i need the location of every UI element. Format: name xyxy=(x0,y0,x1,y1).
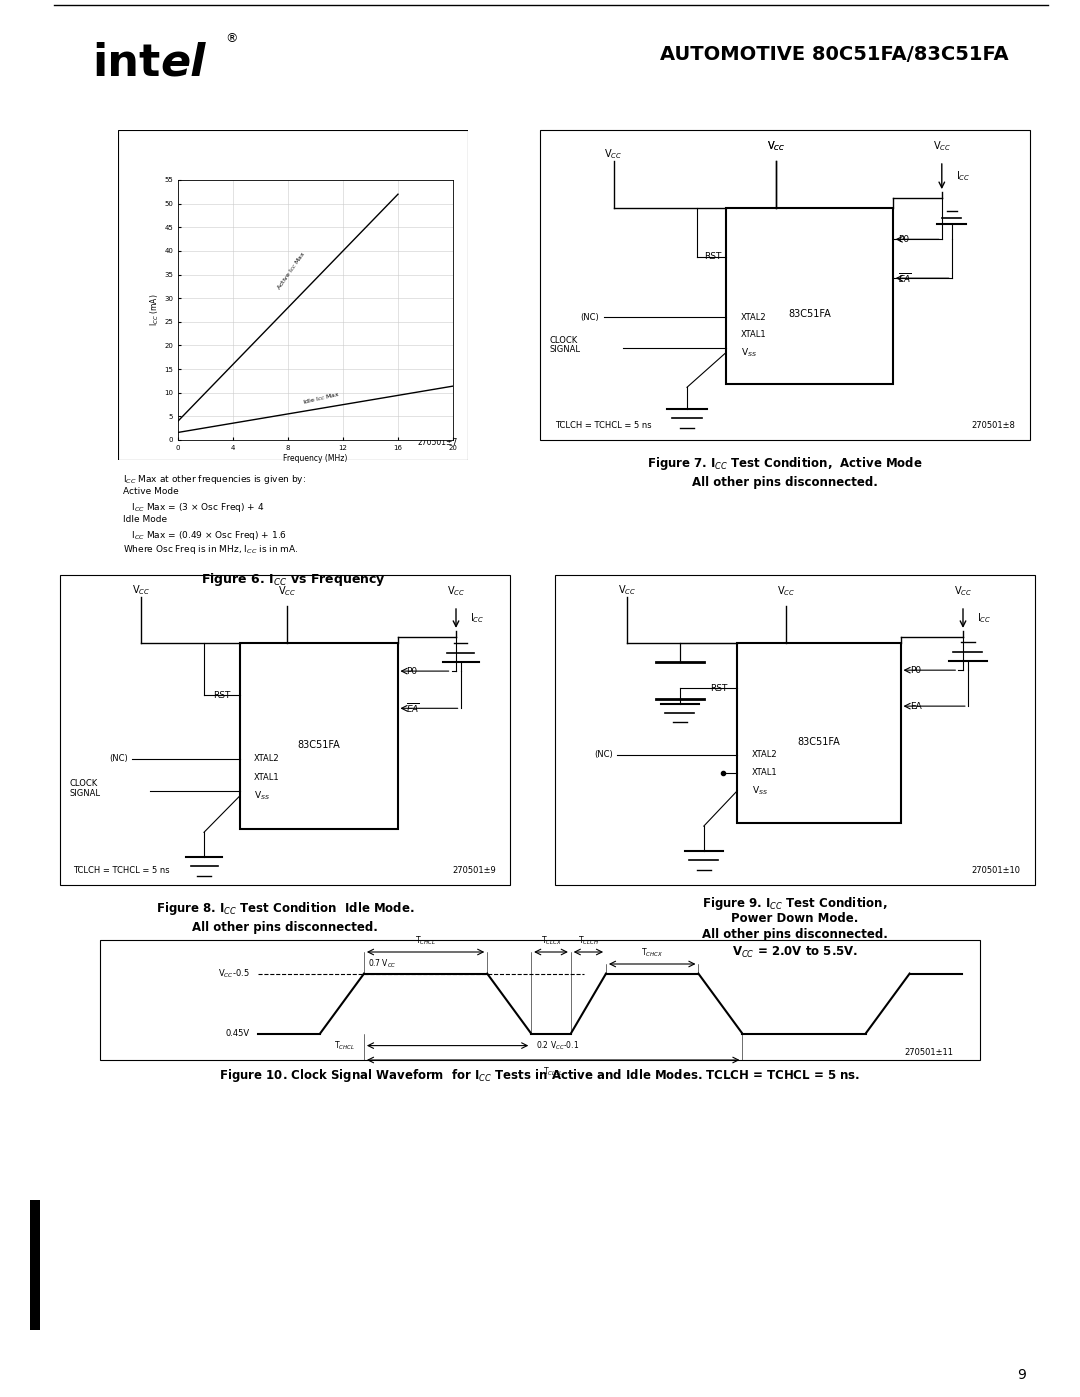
Text: 0.2 V$_{CC}$-0.1: 0.2 V$_{CC}$-0.1 xyxy=(536,1039,579,1052)
Text: el: el xyxy=(160,42,205,85)
Text: 270501±11: 270501±11 xyxy=(905,1048,954,1058)
Text: V$_{CC}$: V$_{CC}$ xyxy=(767,140,785,154)
Text: V$_{CC}$: V$_{CC}$ xyxy=(954,584,972,598)
Text: RST: RST xyxy=(704,253,721,261)
Text: Figure 6. I$_{CC}$ vs Frequency: Figure 6. I$_{CC}$ vs Frequency xyxy=(201,570,386,588)
Text: T$_{CHCL}$: T$_{CHCL}$ xyxy=(335,1039,355,1052)
Text: Active Mode: Active Mode xyxy=(123,488,179,496)
Text: P0: P0 xyxy=(910,665,921,675)
Text: T$_{CLCL}$: T$_{CLCL}$ xyxy=(543,1066,563,1078)
Text: All other pins disconnected.: All other pins disconnected. xyxy=(192,921,378,933)
Text: I$_{CC}$: I$_{CC}$ xyxy=(470,612,484,626)
Text: 270501±10: 270501±10 xyxy=(972,866,1021,875)
Text: (NC): (NC) xyxy=(109,754,127,763)
Text: 0.7 V$_{CC}$: 0.7 V$_{CC}$ xyxy=(368,957,397,970)
Text: TCLCH = TCHCL = 5 ns: TCLCH = TCHCL = 5 ns xyxy=(555,420,651,430)
Text: T$_{CHCX}$: T$_{CHCX}$ xyxy=(642,947,663,960)
Text: V$_{CC}$: V$_{CC}$ xyxy=(132,583,150,597)
Text: EA: EA xyxy=(910,701,922,711)
Text: I$_{CC}$ Max at other frequencies is given by:: I$_{CC}$ Max at other frequencies is giv… xyxy=(123,474,306,486)
Text: I$_{CC}$ Max = (0.49 × Osc Freq) + 1.6: I$_{CC}$ Max = (0.49 × Osc Freq) + 1.6 xyxy=(123,529,287,542)
Text: V$_{CC}$: V$_{CC}$ xyxy=(933,140,950,154)
Text: (NC): (NC) xyxy=(580,313,598,321)
Text: 83C51FA: 83C51FA xyxy=(297,740,340,750)
Text: V$_{CC}$: V$_{CC}$ xyxy=(618,583,636,597)
Text: V$_{CC}$-0.5: V$_{CC}$-0.5 xyxy=(218,967,249,979)
Text: Where Osc Freq is in MHz, I$_{CC}$ is in mA.: Where Osc Freq is in MHz, I$_{CC}$ is in… xyxy=(123,543,298,556)
Text: P0: P0 xyxy=(406,666,418,676)
Bar xyxy=(726,208,893,384)
Text: V$_{CC}$: V$_{CC}$ xyxy=(767,140,785,154)
Y-axis label: I$_{CC}$ (mA): I$_{CC}$ (mA) xyxy=(149,293,161,327)
Text: 270501±9: 270501±9 xyxy=(453,866,497,875)
Text: CLOCK: CLOCK xyxy=(550,337,578,345)
Text: XTAL2: XTAL2 xyxy=(752,750,778,759)
Text: SIGNAL: SIGNAL xyxy=(69,789,100,798)
Text: RST: RST xyxy=(214,690,231,700)
Text: RST: RST xyxy=(711,683,728,693)
Text: I$_{CC}$: I$_{CC}$ xyxy=(977,612,991,626)
Text: V$_{CC}$: V$_{CC}$ xyxy=(778,584,796,598)
Text: 9: 9 xyxy=(1017,1368,1026,1382)
Text: 270501±8: 270501±8 xyxy=(971,420,1015,430)
Text: All other pins disconnected.: All other pins disconnected. xyxy=(692,475,878,489)
Text: XTAL2: XTAL2 xyxy=(254,754,279,763)
Text: ®: ® xyxy=(225,32,238,45)
Text: Idle Mode: Idle Mode xyxy=(123,515,167,524)
Text: XTAL1: XTAL1 xyxy=(254,773,279,781)
Text: Figure 7. I$_{CC}$ Test Condition,  Active Mode: Figure 7. I$_{CC}$ Test Condition, Activ… xyxy=(647,455,923,472)
Text: AUTOMOTIVE 80C51FA/83C51FA: AUTOMOTIVE 80C51FA/83C51FA xyxy=(660,45,1009,64)
Text: All other pins disconnected.: All other pins disconnected. xyxy=(702,928,888,942)
Bar xyxy=(738,643,901,823)
Bar xyxy=(240,643,397,830)
Text: V$_{CC}$: V$_{CC}$ xyxy=(279,584,296,598)
Text: CLOCK: CLOCK xyxy=(69,780,97,788)
Text: Figure 8. I$_{CC}$ Test Condition  Idle Mode.: Figure 8. I$_{CC}$ Test Condition Idle M… xyxy=(156,900,415,916)
Text: 83C51FA: 83C51FA xyxy=(788,309,831,319)
Text: Figure 9. I$_{CC}$ Test Condition,: Figure 9. I$_{CC}$ Test Condition, xyxy=(702,895,888,912)
Text: Idle I$_{CC}$ Max: Idle I$_{CC}$ Max xyxy=(301,390,341,408)
Text: 83C51FA: 83C51FA xyxy=(798,738,840,747)
Text: XTAL1: XTAL1 xyxy=(741,330,767,339)
Text: I$_{CC}$ Max = (3 × Osc Freq) + 4: I$_{CC}$ Max = (3 × Osc Freq) + 4 xyxy=(123,502,265,514)
Text: V$_{SS}$: V$_{SS}$ xyxy=(254,789,270,802)
Text: Active I$_{CC}$ Max: Active I$_{CC}$ Max xyxy=(274,249,308,292)
Text: I$_{CC}$: I$_{CC}$ xyxy=(957,169,971,183)
Text: V$_{CC}$: V$_{CC}$ xyxy=(605,147,622,161)
Text: Figure 10. Clock Signal Waveform  for I$_{CC}$ Tests in Active and Idle Modes. T: Figure 10. Clock Signal Waveform for I$_… xyxy=(219,1067,861,1084)
Text: int: int xyxy=(92,42,160,85)
Text: $\overline{EA}$: $\overline{EA}$ xyxy=(897,271,912,285)
Text: 270501±7: 270501±7 xyxy=(417,437,458,447)
Text: (NC): (NC) xyxy=(594,750,612,759)
Text: XTAL1: XTAL1 xyxy=(752,768,778,777)
X-axis label: Frequency (MHz): Frequency (MHz) xyxy=(283,454,348,462)
Text: SIGNAL: SIGNAL xyxy=(550,345,581,355)
Text: V$_{CC}$ = 2.0V to 5.5V.: V$_{CC}$ = 2.0V to 5.5V. xyxy=(732,944,859,960)
Text: Power Down Mode.: Power Down Mode. xyxy=(731,912,859,925)
Text: V$_{SS}$: V$_{SS}$ xyxy=(752,784,768,796)
Text: P0: P0 xyxy=(897,235,909,244)
Text: XTAL2: XTAL2 xyxy=(741,313,767,321)
Text: T$_{CLCH}$: T$_{CLCH}$ xyxy=(578,935,599,947)
Text: 0.45V: 0.45V xyxy=(226,1030,249,1038)
Text: T$_{CLCX}$: T$_{CLCX}$ xyxy=(540,935,562,947)
Text: V$_{CC}$: V$_{CC}$ xyxy=(447,584,465,598)
Text: V$_{SS}$: V$_{SS}$ xyxy=(741,346,757,359)
Text: TCLCH = TCHCL = 5 ns: TCLCH = TCHCL = 5 ns xyxy=(73,866,171,875)
Text: $\overline{EA}$: $\overline{EA}$ xyxy=(406,701,420,715)
Text: T$_{CHCL}$: T$_{CHCL}$ xyxy=(415,935,436,947)
